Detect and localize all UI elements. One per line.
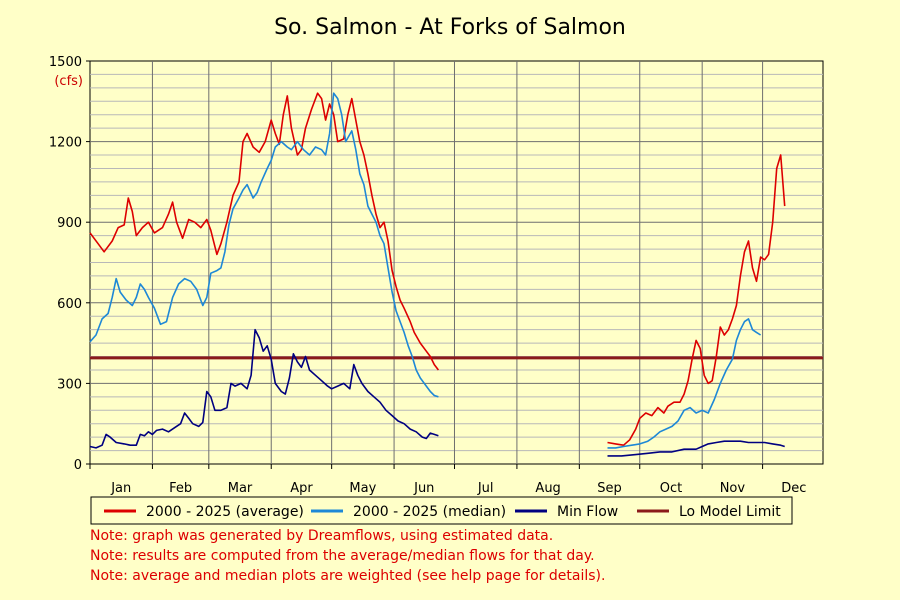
series-line-1: [89, 92, 439, 398]
x-tick-label: Apr: [290, 481, 313, 496]
note-line: Note: average and median plots are weigh…: [90, 568, 605, 584]
x-tick-label: Jun: [413, 481, 434, 496]
x-tick-label: Aug: [535, 481, 560, 496]
x-tick-label: May: [349, 481, 376, 496]
series-lines: [89, 92, 823, 457]
legend: 2000 - 2025 (average) 2000 - 2025 (median…: [90, 496, 793, 525]
x-tick-label: Oct: [660, 481, 682, 496]
chart-title: So. Salmon - At Forks of Salmon: [274, 15, 626, 40]
x-axis: Jan Feb Mar Apr May Jun Jul Aug Sep Oct Nov Dec: [89, 464, 806, 496]
legend-label: Lo Model Limit: [679, 504, 781, 520]
y-unit-label: (cfs): [54, 74, 83, 89]
series-line-fall-1: [607, 318, 762, 449]
x-tick-label: Sep: [597, 481, 622, 496]
y-tick-label: 900: [57, 216, 82, 231]
x-tick-label: Nov: [720, 481, 746, 496]
series-line-fall-2: [607, 440, 785, 457]
series-line-fall-0: [607, 154, 786, 446]
y-tick-label: 300: [57, 377, 82, 392]
series-line-0: [89, 92, 440, 371]
y-tick-label: 1200: [49, 136, 82, 151]
legend-label: Min Flow: [557, 504, 618, 520]
y-axis: 0 300 600 900 1200 1500: [49, 55, 90, 473]
y-tick-label: 0: [74, 458, 82, 473]
x-tick-label: Jan: [110, 481, 131, 496]
legend-label: 2000 - 2025 (median): [353, 504, 506, 520]
legend-box: [90, 496, 793, 525]
notes: Note: graph was generated by Dreamflows,…: [90, 528, 605, 584]
y-tick-label: 1500: [49, 55, 82, 70]
series-line-2: [89, 328, 439, 449]
x-tick-label: Dec: [781, 481, 806, 496]
note-line: Note: results are computed from the aver…: [90, 548, 595, 564]
legend-label: 2000 - 2025 (average): [146, 504, 304, 520]
y-tick-label: 600: [57, 297, 82, 312]
x-tick-label: Mar: [228, 481, 253, 496]
x-tick-label: Jul: [477, 481, 494, 496]
note-line: Note: graph was generated by Dreamflows,…: [90, 528, 553, 544]
x-tick-label: Feb: [169, 481, 192, 496]
